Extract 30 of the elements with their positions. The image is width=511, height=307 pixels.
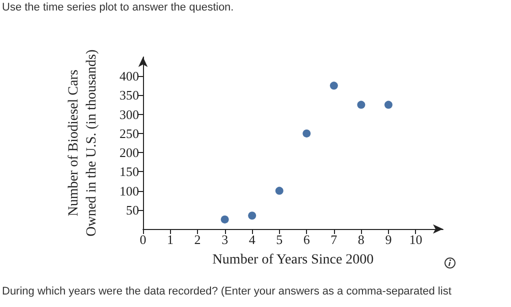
- y-tick-label: 100: [120, 183, 139, 198]
- point: [330, 82, 338, 90]
- x-tick-label: 8: [358, 232, 364, 247]
- x-tick-label: 7: [330, 232, 338, 247]
- point: [275, 186, 284, 195]
- x-axis-title: Number of Years Since 2000: [212, 252, 374, 268]
- point: [384, 100, 392, 109]
- point: [302, 129, 311, 138]
- x-tick-label: 0: [140, 232, 146, 247]
- y-tick-label: 400: [120, 68, 139, 84]
- x-tick-label: 9: [385, 232, 392, 247]
- y-tick-label: 350: [120, 88, 139, 103]
- x-tick-label: 2: [194, 232, 201, 247]
- x-tick-label: 5: [276, 232, 283, 247]
- point: [248, 212, 256, 220]
- x-tick-label: 1: [167, 232, 174, 247]
- y-axis-title: Number of Biodiesel Cars Owned in the U.S. (in thousands): [66, 49, 100, 237]
- y-tick-label: 300: [120, 106, 139, 122]
- y-tick-label: 50: [126, 202, 139, 218]
- point: [357, 100, 366, 109]
- text: During which years were the data recorded? (Enter your answers as a comma-separated list: [2, 286, 452, 298]
- x-tick-label: 3: [222, 232, 228, 247]
- x-tick-label: 6: [303, 232, 310, 247]
- y-tick-label: 200: [120, 145, 139, 160]
- text: Use the time series plot to answer the question.: [2, 2, 234, 14]
- point: [220, 215, 229, 224]
- x-tick-label: 10: [409, 232, 422, 247]
- y-tick-label: 250: [120, 126, 139, 141]
- y-tick-label: 150: [120, 164, 139, 180]
- x-tick-label: 4: [248, 232, 256, 247]
